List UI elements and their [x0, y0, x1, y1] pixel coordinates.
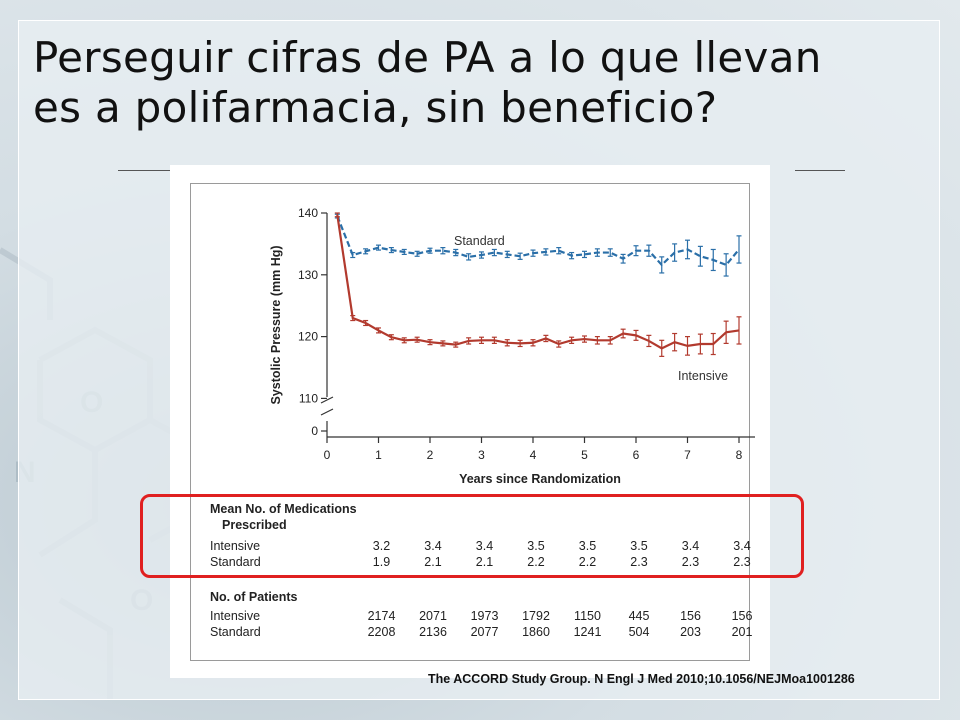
medications-standard-values: 1.9 2.1 2.1 2.2 2.2 2.3 2.3 2.3 [373, 555, 751, 569]
patients-intensive-values: 2174 2071 1973 1792 1150 445 156 156 [368, 609, 753, 623]
intensive-series-label: Intensive [678, 369, 728, 383]
x-tick-label: 4 [530, 448, 537, 462]
medication-value: 2.1 [424, 555, 441, 569]
x-tick-label: 1 [375, 448, 382, 462]
x-tick-label: 3 [478, 448, 485, 462]
x-tick-label: 8 [736, 448, 743, 462]
title-rule-right [795, 170, 845, 171]
patient-count: 2208 [368, 625, 396, 639]
medications-intensive-label: Intensive [210, 539, 260, 553]
patients-table: No. of Patients Intensive Standard 2174 2… [210, 590, 752, 639]
x-tick-label: 0 [324, 448, 331, 462]
medication-value: 3.4 [476, 539, 493, 553]
chart-axes [320, 213, 755, 438]
patient-count: 445 [629, 609, 650, 623]
slide-title-line1: Perseguir cifras de PA a lo que llevan [33, 33, 822, 82]
medications-intensive-values: 3.2 3.4 3.4 3.5 3.5 3.5 3.4 3.4 [373, 539, 751, 553]
medication-value: 3.4 [682, 539, 699, 553]
citation: The ACCORD Study Group. N Engl J Med 201… [428, 672, 855, 686]
y-axis-ticks: 0 110 120 130 140 [298, 206, 327, 438]
x-tick-label: 7 [684, 448, 691, 462]
y-tick-label: 0 [311, 424, 318, 438]
patients-standard-values: 2208 2136 2077 1860 1241 504 203 201 [368, 625, 753, 639]
medication-value: 2.3 [682, 555, 699, 569]
patient-count: 1241 [574, 625, 602, 639]
patient-count: 203 [680, 625, 701, 639]
medications-table: Mean No. of Medications Prescribed Inten… [210, 502, 751, 569]
patients-standard-label: Standard [210, 625, 261, 639]
patient-count: 2077 [471, 625, 499, 639]
patient-count: 156 [680, 609, 701, 623]
bp-chart: 0 110 120 130 140 0 1 2 3 4 5 6 7 8 Standard Intensi… [210, 206, 755, 639]
standard-series [334, 213, 742, 277]
medication-value: 2.2 [527, 555, 544, 569]
patient-count: 504 [629, 625, 650, 639]
y-tick-label: 110 [299, 391, 318, 405]
patient-count: 2174 [368, 609, 396, 623]
medication-value: 3.4 [424, 539, 441, 553]
figure-frame [190, 183, 750, 661]
patients-intensive-label: Intensive [210, 609, 260, 623]
nejm-figure: 0 110 120 130 140 0 1 2 3 4 5 6 7 8 Standard Intensi… [170, 165, 770, 678]
medications-header-line2: Prescribed [222, 518, 287, 532]
patient-count: 2136 [419, 625, 447, 639]
y-tick-label: 120 [298, 330, 318, 344]
x-tick-label: 2 [427, 448, 434, 462]
medications-highlight-box [140, 494, 804, 578]
patients-header: No. of Patients [210, 590, 298, 604]
y-axis-label: Systolic Pressure (mm Hg) [269, 245, 283, 404]
medication-value: 2.3 [733, 555, 750, 569]
y-tick-label: 130 [298, 268, 318, 282]
intensive-series-line [336, 214, 740, 350]
x-axis-label: Years since Randomization [459, 472, 621, 486]
medication-value: 3.4 [733, 539, 750, 553]
medication-value: 2.3 [630, 555, 647, 569]
medication-value: 3.5 [579, 539, 596, 553]
slide-title: Perseguir cifras de PA a lo que llevan e… [33, 33, 943, 133]
medication-value: 1.9 [373, 555, 390, 569]
x-tick-label: 6 [633, 448, 640, 462]
patient-count: 2071 [419, 609, 447, 623]
y-tick-label: 140 [298, 206, 318, 220]
intensive-series [334, 212, 742, 357]
title-rule-left [118, 170, 170, 171]
patient-count: 201 [732, 625, 753, 639]
patient-count: 1792 [522, 609, 550, 623]
medication-value: 3.5 [630, 539, 647, 553]
medications-standard-label: Standard [210, 555, 261, 569]
x-tick-label: 5 [581, 448, 588, 462]
medications-header-line1: Mean No. of Medications [210, 502, 357, 516]
medication-value: 2.1 [476, 555, 493, 569]
standard-series-line [336, 215, 740, 267]
medication-value: 2.2 [579, 555, 596, 569]
patient-count: 1150 [574, 609, 601, 623]
x-axis-ticks: 0 1 2 3 4 5 6 7 8 [324, 437, 743, 462]
standard-series-label: Standard [454, 234, 505, 248]
medication-value: 3.2 [373, 539, 390, 553]
patient-count: 156 [732, 609, 753, 623]
patient-count: 1860 [522, 625, 550, 639]
slide-title-line2: es a polifarmacia, sin beneficio? [33, 83, 718, 132]
medication-value: 3.5 [527, 539, 544, 553]
patient-count: 1973 [471, 609, 499, 623]
